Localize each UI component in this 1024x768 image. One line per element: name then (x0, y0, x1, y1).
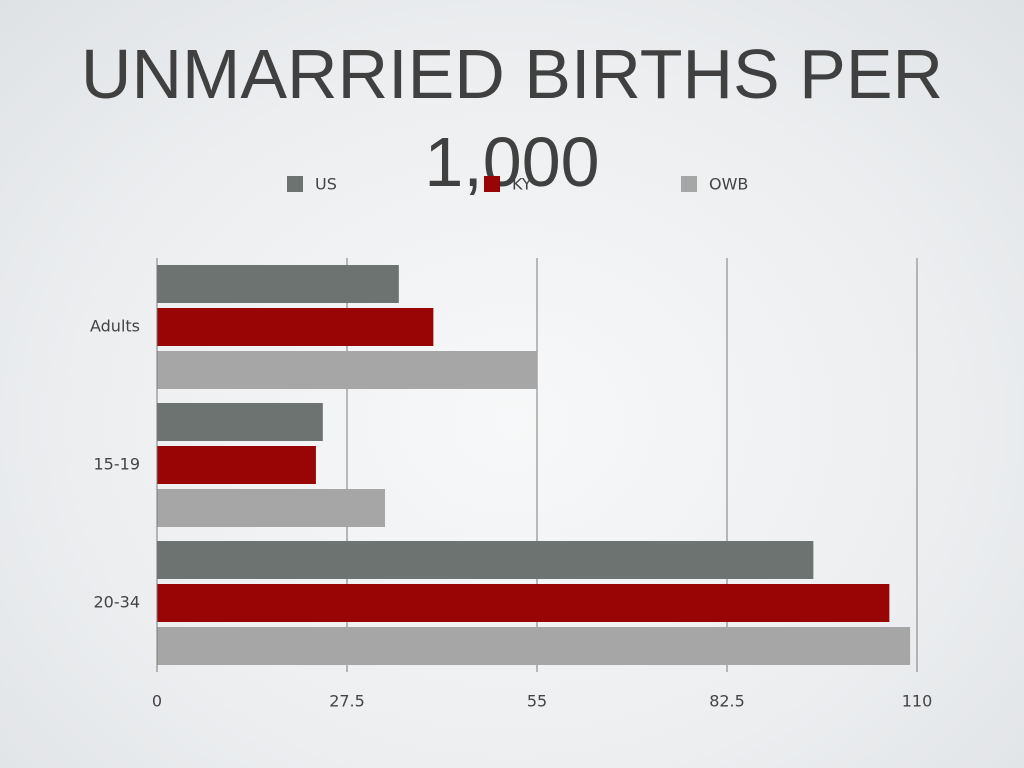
x-tick-label: 82.5 (709, 692, 745, 711)
x-tick-label: 55 (527, 692, 547, 711)
bar (157, 627, 911, 665)
bar (157, 584, 890, 622)
bar (157, 351, 537, 389)
x-tick-label: 110 (902, 692, 933, 711)
bar (157, 308, 434, 346)
x-tick-label: 27.5 (329, 692, 365, 711)
y-tick-label: 15-19 (94, 455, 141, 474)
legend-label: OWB (709, 175, 748, 194)
bar (157, 403, 323, 441)
legend-label: KY (512, 175, 532, 194)
legend-swatch (681, 176, 697, 192)
legend-swatch (287, 176, 303, 192)
bar (157, 541, 814, 579)
bar (157, 265, 399, 303)
bar (157, 489, 385, 527)
x-tick-label: 0 (152, 692, 162, 711)
legend-swatch (484, 176, 500, 192)
y-tick-label: 20-34 (94, 593, 141, 612)
bar (157, 446, 316, 484)
chart-title: UNMARRIED BIRTHS PER 1,000 (80, 35, 944, 201)
y-tick-label: Adults (90, 317, 140, 336)
legend-label: US (315, 175, 337, 194)
